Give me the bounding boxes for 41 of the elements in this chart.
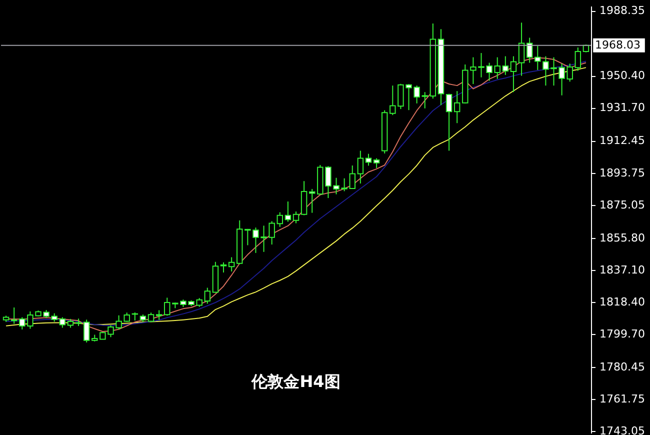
y-tick-label: 1950.40: [600, 69, 645, 82]
candlestick: [526, 37, 533, 64]
candlestick: [204, 287, 211, 304]
candlestick: [422, 92, 428, 109]
candlestick: [365, 153, 372, 166]
candlestick: [276, 212, 284, 228]
candlestick: [228, 256, 235, 272]
y-tick-label: 1855.80: [600, 231, 645, 244]
y-tick-label: 1837.10: [600, 263, 645, 276]
candlestick: [349, 164, 356, 190]
candlestick: [59, 316, 66, 328]
candlestick: [284, 200, 292, 222]
y-tick-label: 1818.40: [600, 295, 645, 308]
y-tick-label: 1799.70: [600, 328, 645, 341]
y-tick-label: 1743.05: [600, 424, 645, 435]
candlestick: [373, 158, 380, 169]
candlestick: [164, 297, 170, 316]
candlestick: [574, 47, 582, 72]
y-tick-label: 1761.75: [600, 392, 645, 406]
candlestick: [156, 310, 162, 320]
ref-line-label: 1968.03: [595, 38, 640, 52]
candlestick: [83, 319, 90, 343]
y-tick-label: 1988.35: [600, 4, 645, 18]
text: 伦敦金H4图: [250, 372, 340, 392]
y-tick-label: 1893.75: [600, 166, 645, 180]
candlestick: [300, 180, 308, 216]
y-tick-label: 1912.45: [600, 134, 645, 148]
candlestick: [510, 56, 517, 93]
candlestick: [220, 262, 227, 273]
candlestick: [502, 56, 509, 76]
candlestick: [308, 188, 316, 214]
y-tick-label: 1875.05: [600, 198, 645, 212]
y-tick-label: 1931.70: [600, 101, 645, 114]
candlestick: [292, 210, 300, 224]
candlestick: [446, 93, 452, 152]
candlestick: [148, 312, 154, 322]
y-tick-label: 1780.45: [600, 360, 645, 374]
candlestick: [454, 90, 460, 124]
candlestick: [518, 22, 525, 76]
candlestick: [10, 306, 18, 324]
candlestick: [357, 150, 364, 184]
